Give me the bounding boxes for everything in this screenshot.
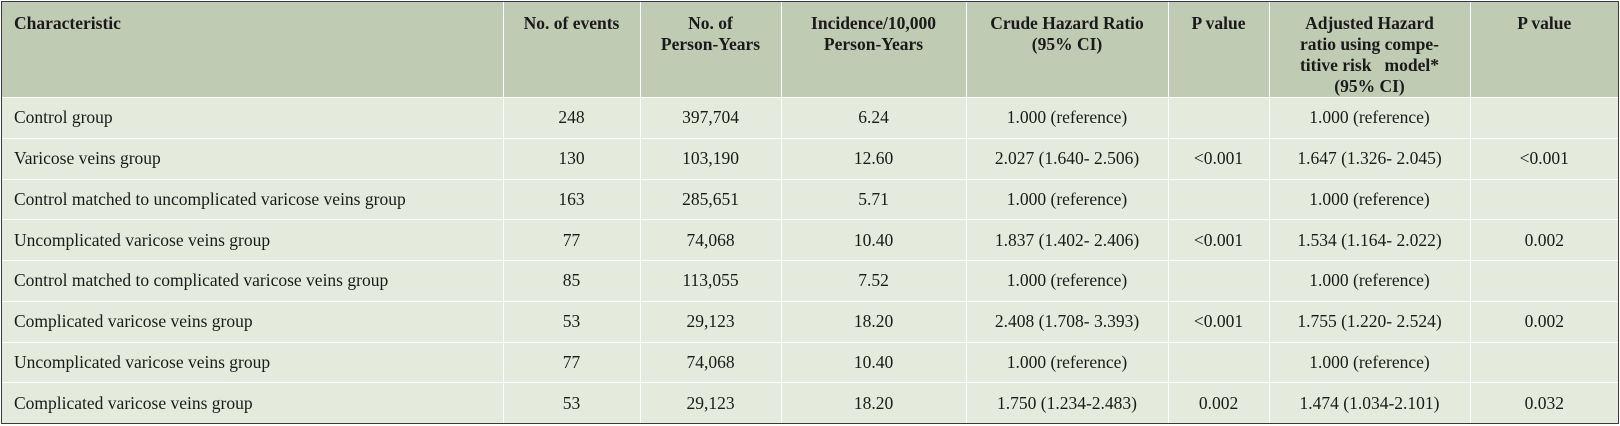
- cell-crude-hr: 1.000 (reference): [966, 97, 1169, 139]
- cell-characteristic: Uncomplicated varicose veins group: [2, 219, 504, 261]
- cell-p-value-adjusted: 0.002: [1470, 301, 1618, 343]
- header-p-value-crude: P value: [1168, 2, 1270, 98]
- cell-p-value-crude: [1168, 260, 1270, 302]
- cell-person-years: 29,123: [640, 382, 782, 423]
- table-row: Complicated varicose veins group 53 29,1…: [2, 301, 1618, 343]
- header-line: (95% CI): [1031, 34, 1103, 54]
- cell-incidence: 18.20: [781, 301, 967, 343]
- table-row: Control matched to complicated varicose …: [2, 260, 1618, 302]
- cell-p-value-crude: <0.001: [1168, 219, 1270, 261]
- cell-characteristic: Control matched to complicated varicose …: [2, 260, 504, 302]
- header-p-value-adjusted: P value: [1470, 2, 1618, 98]
- cell-events: 163: [503, 179, 641, 221]
- cell-events: 53: [503, 301, 641, 343]
- cell-adjusted-hr: 1.000 (reference): [1269, 260, 1471, 302]
- cell-incidence: 10.40: [781, 219, 967, 261]
- header-line: P value: [1517, 13, 1572, 33]
- cell-events: 130: [503, 138, 641, 180]
- header-line: ratio using compe-: [1299, 34, 1440, 54]
- cell-events: 77: [503, 342, 641, 384]
- table-body: Control group 248 397,704 6.24 1.000 (re…: [2, 97, 1618, 423]
- header-person-years: No. of Person-Years: [640, 2, 782, 98]
- cell-incidence: 7.52: [781, 260, 967, 302]
- header-line: Incidence/10,000: [811, 13, 936, 33]
- cell-p-value-adjusted: <0.001: [1470, 138, 1618, 180]
- cell-characteristic: Uncomplicated varicose veins group: [2, 342, 504, 384]
- cell-events: 85: [503, 260, 641, 302]
- table-row: Complicated varicose veins group 53 29,1…: [2, 382, 1618, 423]
- table-row: Uncomplicated varicose veins group 77 74…: [2, 219, 1618, 261]
- header-crude-hr: Crude Hazard Ratio (95% CI): [966, 2, 1169, 98]
- cell-adjusted-hr: 1.534 (1.164- 2.022): [1269, 219, 1471, 261]
- header-row: Characteristic No. of events No. of Pers…: [2, 2, 1618, 98]
- cell-person-years: 397,704: [640, 97, 782, 139]
- header-line: Person-Years: [660, 34, 761, 54]
- cell-p-value-crude: 0.002: [1168, 382, 1270, 423]
- header-incidence: Incidence/10,000 Person-Years: [781, 2, 967, 98]
- cell-adjusted-hr: 1.755 (1.220- 2.524): [1269, 301, 1471, 343]
- cell-incidence: 6.24: [781, 97, 967, 139]
- cell-adjusted-hr: 1.647 (1.326- 2.045): [1269, 138, 1471, 180]
- cell-p-value-adjusted: 0.032: [1470, 382, 1618, 423]
- cell-incidence: 10.40: [781, 342, 967, 384]
- table-row: Varicose veins group 130 103,190 12.60 2…: [2, 138, 1618, 180]
- cell-crude-hr: 2.027 (1.640- 2.506): [966, 138, 1169, 180]
- header-line: Crude Hazard Ratio: [990, 13, 1144, 33]
- cell-events: 248: [503, 97, 641, 139]
- table-row: Uncomplicated varicose veins group 77 74…: [2, 342, 1618, 384]
- cell-p-value-adjusted: [1470, 97, 1618, 139]
- cell-incidence: 12.60: [781, 138, 967, 180]
- cell-crude-hr: 1.000 (reference): [966, 260, 1169, 302]
- header-line: No. of events: [523, 13, 620, 33]
- header-line: Person-Years: [823, 34, 924, 54]
- header-characteristic: Characteristic: [2, 2, 504, 98]
- cell-crude-hr: 1.000 (reference): [966, 342, 1169, 384]
- cell-adjusted-hr: 1.474 (1.034-2.101): [1269, 382, 1471, 423]
- cell-p-value-adjusted: [1470, 179, 1618, 221]
- table-header: Characteristic No. of events No. of Pers…: [2, 2, 1618, 98]
- cell-crude-hr: 1.837 (1.402- 2.406): [966, 219, 1169, 261]
- cell-characteristic: Complicated varicose veins group: [2, 382, 504, 423]
- cell-p-value-adjusted: [1470, 342, 1618, 384]
- cell-p-value-crude: <0.001: [1168, 138, 1270, 180]
- cell-p-value-crude: <0.001: [1168, 301, 1270, 343]
- header-events: No. of events: [503, 2, 641, 98]
- cell-p-value-crude: [1168, 342, 1270, 384]
- header-line: (95% CI): [1334, 76, 1405, 96]
- cell-adjusted-hr: 1.000 (reference): [1269, 97, 1471, 139]
- cell-person-years: 113,055: [640, 260, 782, 302]
- cell-person-years: 103,190: [640, 138, 782, 180]
- cell-person-years: 74,068: [640, 342, 782, 384]
- cell-adjusted-hr: 1.000 (reference): [1269, 179, 1471, 221]
- header-line: Characteristic: [14, 13, 121, 33]
- cell-events: 53: [503, 382, 641, 423]
- cell-person-years: 285,651: [640, 179, 782, 221]
- table-row: Control matched to uncomplicated varicos…: [2, 179, 1618, 221]
- cell-p-value-adjusted: [1470, 260, 1618, 302]
- header-line: Adjusted Hazard: [1305, 13, 1434, 33]
- cell-person-years: 29,123: [640, 301, 782, 343]
- cell-p-value-crude: [1168, 179, 1270, 221]
- cell-characteristic: Complicated varicose veins group: [2, 301, 504, 343]
- cell-characteristic: Varicose veins group: [2, 138, 504, 180]
- cell-characteristic: Control group: [2, 97, 504, 139]
- cell-incidence: 5.71: [781, 179, 967, 221]
- cell-crude-hr: 1.750 (1.234-2.483): [966, 382, 1169, 423]
- header-line: P value: [1191, 13, 1246, 33]
- cell-crude-hr: 1.000 (reference): [966, 179, 1169, 221]
- header-adjusted-hr: Adjusted Hazard ratio using compe- titiv…: [1269, 2, 1471, 98]
- cell-incidence: 18.20: [781, 382, 967, 423]
- cell-person-years: 74,068: [640, 219, 782, 261]
- header-line: No. of: [688, 13, 733, 33]
- cell-characteristic: Control matched to uncomplicated varicos…: [2, 179, 504, 221]
- cell-adjusted-hr: 1.000 (reference): [1269, 342, 1471, 384]
- cell-p-value-crude: [1168, 97, 1270, 139]
- cell-p-value-adjusted: 0.002: [1470, 219, 1618, 261]
- cell-events: 77: [503, 219, 641, 261]
- cell-crude-hr: 2.408 (1.708- 3.393): [966, 301, 1169, 343]
- table-row: Control group 248 397,704 6.24 1.000 (re…: [2, 97, 1618, 139]
- header-line: titive risk model*: [1299, 55, 1439, 75]
